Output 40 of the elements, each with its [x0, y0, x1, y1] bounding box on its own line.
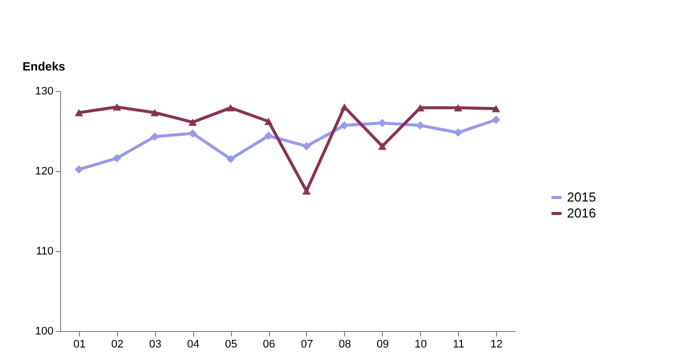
point	[188, 118, 197, 126]
point	[74, 108, 84, 116]
x-tick-label: 10	[414, 338, 427, 350]
legend-label: 2015	[567, 190, 596, 204]
point	[302, 187, 311, 195]
x-tick-label: 02	[111, 338, 124, 350]
point	[416, 121, 424, 130]
x-tick-label: 06	[262, 338, 276, 350]
x-tick-label: 03	[149, 338, 162, 350]
point	[492, 104, 500, 112]
point	[226, 104, 235, 112]
point	[264, 132, 273, 140]
point	[264, 118, 273, 126]
x-tick-label: 09	[376, 338, 389, 350]
y-axis-title: Endeks	[22, 60, 66, 74]
point	[150, 132, 159, 141]
point	[112, 154, 122, 162]
point	[492, 116, 500, 124]
point	[378, 118, 386, 128]
point	[378, 142, 386, 150]
x-tick-label: 07	[300, 338, 314, 350]
x-tick-label: 11	[452, 338, 464, 350]
y-tick-label: 120	[35, 166, 54, 178]
point	[112, 103, 122, 111]
y-tick-label: 100	[35, 326, 54, 338]
x-tick-label: 04	[187, 338, 200, 350]
x-tick-label: 05	[225, 338, 238, 350]
x-tick-label: 08	[338, 338, 351, 350]
point	[188, 129, 197, 138]
y-tick-label: 110	[36, 246, 54, 258]
x-tick-label: 12	[490, 338, 503, 350]
point	[150, 108, 159, 116]
point	[226, 154, 235, 164]
point	[454, 128, 462, 137]
point	[74, 165, 84, 174]
x-tick-label: 01	[73, 338, 86, 350]
point	[454, 104, 462, 112]
legend-label: 2016	[567, 206, 596, 220]
point	[302, 142, 311, 150]
y-tick-label: 130	[35, 86, 54, 98]
